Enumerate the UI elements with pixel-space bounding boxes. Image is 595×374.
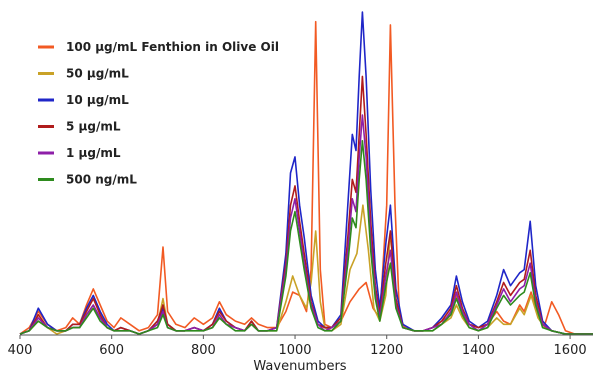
x-tick-label: 1600 [554, 343, 587, 358]
x-tick-label: 1000 [278, 343, 311, 358]
legend-label: 500 ng/mL [66, 173, 137, 187]
legend-label: 1 µg/mL [66, 146, 121, 160]
plot-area [19, 11, 593, 335]
legend-label: 5 µg/mL [66, 120, 121, 134]
x-tick-label: 1200 [370, 343, 403, 358]
x-axis: 400 600 800 1000 1200 1400 1600 [8, 334, 593, 358]
series-line-0 [19, 20, 593, 335]
x-tick-label: 600 [99, 343, 124, 358]
legend-label: 50 µg/mL [66, 67, 129, 81]
x-tick-label: 800 [191, 343, 216, 358]
x-tick-label: 1400 [462, 343, 495, 358]
legend-label: 100 µg/mL Fenthion in Olive Oil [66, 40, 279, 54]
legend: 100 µg/mL Fenthion in Olive Oil 50 µg/mL 1… [38, 40, 279, 187]
legend-label: 10 µg/mL [66, 93, 129, 107]
series-line-5 [19, 140, 593, 335]
x-axis-title: Wavenumbers [253, 359, 346, 374]
x-tick-label: 400 [8, 343, 33, 358]
